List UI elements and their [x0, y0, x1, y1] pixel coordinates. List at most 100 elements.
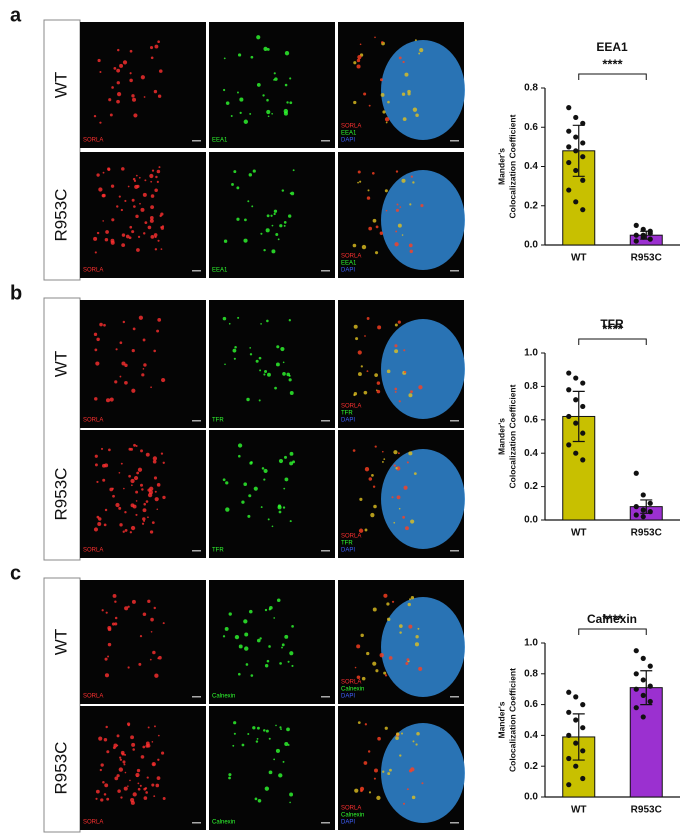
signal-dot [372, 218, 377, 223]
signal-dot [124, 199, 127, 203]
signal-dot [145, 500, 149, 503]
signal-dot [130, 735, 135, 740]
signal-dot [261, 467, 265, 470]
signal-dot [406, 461, 409, 464]
signal-dot [123, 786, 128, 791]
x-tick-label: R953C [631, 253, 662, 264]
micrograph [80, 580, 206, 704]
signal-dot [113, 66, 117, 70]
signal-dot [110, 184, 115, 188]
signal-dot [147, 516, 149, 519]
signal-dot [127, 605, 130, 608]
error-bar [572, 124, 585, 177]
signal-dot [398, 507, 401, 510]
signal-dot [381, 450, 384, 453]
signal-dot [128, 447, 132, 451]
signal-dot [267, 518, 270, 521]
data-point [633, 504, 639, 510]
y-tick-label: 1.0 [524, 348, 538, 359]
signal-dot [252, 169, 256, 173]
signal-dot [222, 88, 226, 92]
signal-dot [247, 514, 251, 518]
signal-dot [131, 97, 137, 102]
data-point [580, 177, 586, 183]
signal-dot [367, 750, 371, 753]
data-point [566, 413, 572, 420]
signal-dot [153, 476, 158, 480]
signal-dot [356, 644, 361, 649]
row-label-box [43, 19, 81, 281]
signal-dot [135, 214, 139, 219]
signal-dot [132, 792, 137, 797]
signal-dot [380, 93, 385, 97]
data-point [566, 782, 572, 788]
chart-title: Calnexin [587, 612, 637, 626]
signal-dot [279, 662, 282, 665]
signal-dot [404, 72, 409, 77]
channel-label: DAPI [341, 268, 355, 274]
signal-dot [103, 323, 106, 327]
signal-dot [154, 490, 157, 493]
signal-dot [405, 661, 409, 665]
data-point [566, 689, 572, 695]
signal-dot [100, 447, 104, 450]
signal-dot [114, 380, 118, 384]
data-point [633, 512, 639, 518]
signal-dot [280, 346, 285, 352]
signal-dot [397, 452, 400, 455]
significance-label: **** [602, 56, 623, 71]
signal-dot [133, 476, 139, 481]
signal-dot [396, 495, 401, 500]
nucleus [381, 319, 465, 419]
signal-dot [357, 170, 361, 174]
signal-dot [135, 444, 138, 447]
signal-dot [249, 353, 253, 356]
channel-label: DAPI [341, 548, 355, 554]
data-point [580, 725, 586, 731]
signal-dot [236, 186, 240, 190]
signal-dot [361, 676, 366, 681]
signal-dot [120, 208, 124, 212]
signal-dot [154, 497, 159, 502]
signal-dot [121, 233, 126, 237]
signal-dot [142, 517, 146, 521]
signal-dot [284, 83, 288, 87]
signal-dot [132, 327, 136, 331]
x-tick-label: WT [571, 805, 587, 816]
signal-dot [109, 397, 114, 402]
signal-dot [373, 777, 376, 780]
signal-dot [136, 471, 140, 475]
scale-bar [450, 696, 459, 698]
signal-dot [132, 504, 137, 509]
signal-dot [116, 774, 120, 778]
signal-dot [264, 786, 270, 791]
signal-dot [286, 727, 290, 732]
signal-dot [138, 662, 142, 666]
signal-dot [142, 192, 147, 197]
scale-bar [192, 140, 201, 142]
signal-dot [282, 361, 285, 364]
signal-dot [102, 220, 105, 222]
signal-dot [162, 622, 165, 625]
signal-dot [223, 239, 228, 243]
signal-dot [418, 385, 423, 390]
data-point [573, 450, 579, 456]
signal-dot [143, 363, 147, 367]
signal-dot [139, 635, 143, 638]
signal-dot [159, 214, 162, 218]
signal-dot [379, 78, 383, 82]
signal-dot [99, 322, 103, 327]
signal-dot [282, 506, 286, 509]
signal-dot [263, 373, 266, 376]
signal-dot [140, 207, 145, 212]
significance-bracket [578, 73, 647, 80]
signal-dot [394, 242, 399, 247]
signal-dot [383, 458, 386, 460]
signal-dot [140, 75, 145, 80]
signal-dot [266, 109, 271, 115]
signal-dot [260, 323, 262, 325]
signal-dot [281, 189, 285, 192]
data-point [566, 387, 572, 393]
channel-label: SORLA [83, 548, 103, 554]
data-point [640, 492, 646, 498]
